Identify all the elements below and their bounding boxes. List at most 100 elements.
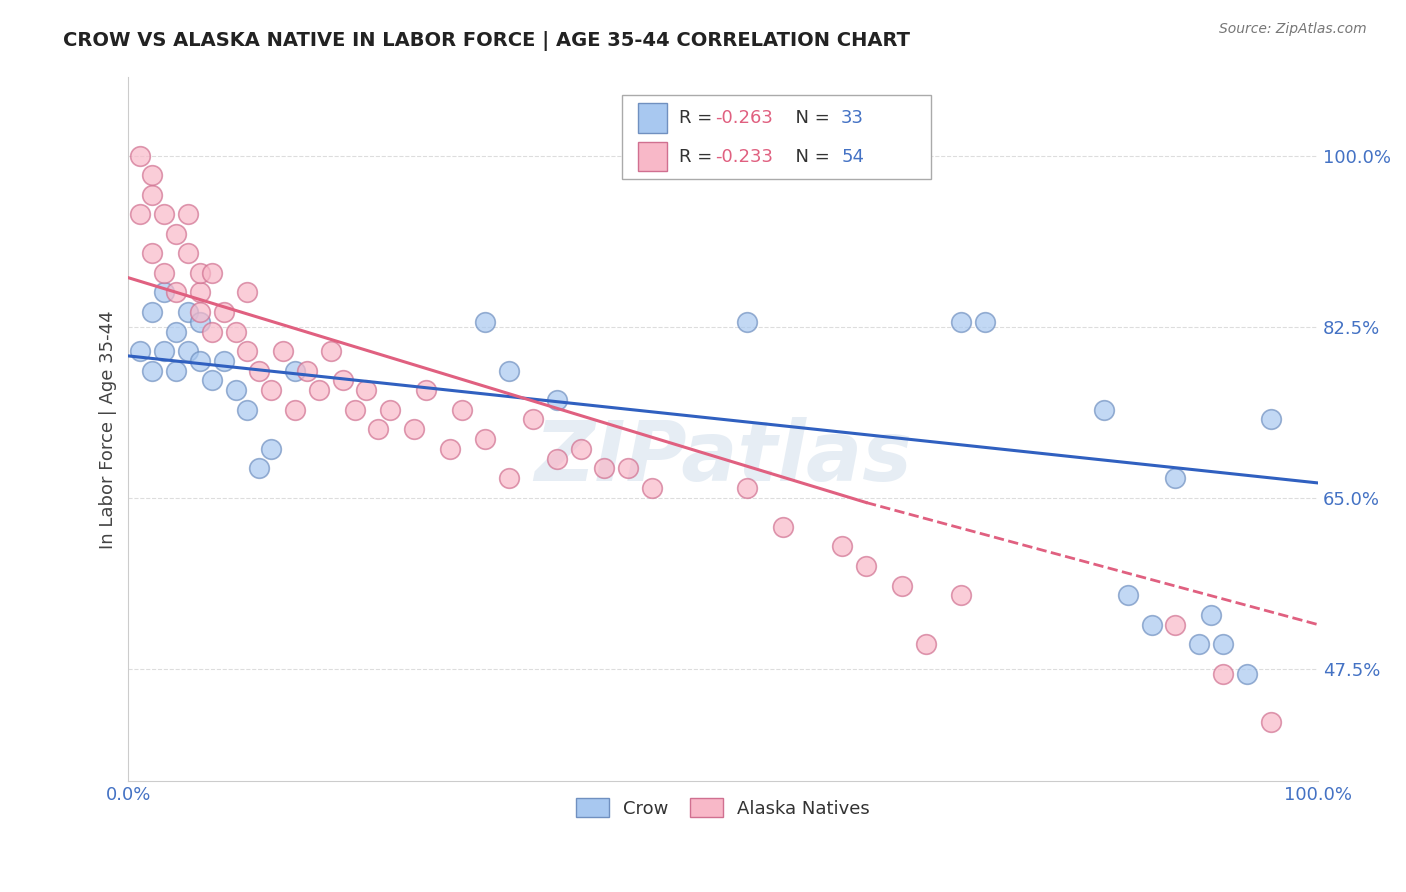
Point <box>1260 715 1282 730</box>
Point <box>201 266 224 280</box>
Point <box>1140 617 1163 632</box>
Point <box>141 305 163 319</box>
Point <box>950 315 973 329</box>
Point <box>236 285 259 300</box>
Point <box>1212 666 1234 681</box>
Point <box>474 432 496 446</box>
Text: CROW VS ALASKA NATIVE IN LABOR FORCE | AGE 35-44 CORRELATION CHART: CROW VS ALASKA NATIVE IN LABOR FORCE | A… <box>63 31 910 51</box>
Point <box>188 305 211 319</box>
Point <box>165 227 187 241</box>
Point <box>450 402 472 417</box>
Point <box>319 344 342 359</box>
Point <box>129 344 152 359</box>
Point <box>1199 607 1222 622</box>
Point <box>974 315 997 329</box>
Point <box>1116 588 1139 602</box>
Point <box>415 383 437 397</box>
Point <box>225 325 247 339</box>
Text: 54: 54 <box>841 148 865 166</box>
Point <box>546 451 568 466</box>
Point <box>129 207 152 221</box>
Point <box>141 246 163 260</box>
Point <box>332 373 354 387</box>
Point <box>212 305 235 319</box>
Point <box>236 344 259 359</box>
Point <box>546 392 568 407</box>
Text: -0.263: -0.263 <box>716 109 773 127</box>
Point <box>188 315 211 329</box>
Point <box>247 363 270 377</box>
Point <box>141 363 163 377</box>
Point <box>165 285 187 300</box>
Point <box>177 207 200 221</box>
Point <box>343 402 366 417</box>
Point <box>380 402 402 417</box>
Point <box>153 344 176 359</box>
Point <box>201 373 224 387</box>
Point <box>153 285 176 300</box>
Point <box>260 442 283 456</box>
Point <box>212 354 235 368</box>
Point <box>188 266 211 280</box>
Point <box>1164 617 1187 632</box>
Point <box>141 168 163 182</box>
Point <box>129 148 152 162</box>
FancyBboxPatch shape <box>623 95 932 179</box>
Point <box>153 207 176 221</box>
Point <box>247 461 270 475</box>
Point <box>772 520 794 534</box>
Point <box>225 383 247 397</box>
Point <box>284 402 307 417</box>
Point <box>188 354 211 368</box>
Point <box>617 461 640 475</box>
Point <box>1212 637 1234 651</box>
Point <box>831 540 853 554</box>
Point <box>735 481 758 495</box>
Point <box>522 412 544 426</box>
Point <box>153 266 176 280</box>
Text: Source: ZipAtlas.com: Source: ZipAtlas.com <box>1219 22 1367 37</box>
Point <box>236 402 259 417</box>
Point <box>308 383 330 397</box>
Text: R =: R = <box>679 148 718 166</box>
Point <box>402 422 425 436</box>
Text: -0.233: -0.233 <box>716 148 773 166</box>
Point <box>735 315 758 329</box>
Point <box>165 363 187 377</box>
Text: 33: 33 <box>841 109 865 127</box>
FancyBboxPatch shape <box>638 103 668 133</box>
FancyBboxPatch shape <box>638 142 668 171</box>
Legend: Crow, Alaska Natives: Crow, Alaska Natives <box>569 791 877 825</box>
Point <box>593 461 616 475</box>
Point <box>950 588 973 602</box>
Point <box>260 383 283 397</box>
Point <box>165 325 187 339</box>
Point <box>1164 471 1187 485</box>
Point <box>284 363 307 377</box>
Point <box>141 187 163 202</box>
Point <box>356 383 378 397</box>
Text: N =: N = <box>785 148 835 166</box>
Point <box>177 344 200 359</box>
Point <box>855 559 877 574</box>
Point <box>641 481 664 495</box>
Point <box>367 422 389 436</box>
Point <box>295 363 318 377</box>
Point <box>271 344 294 359</box>
Point <box>201 325 224 339</box>
Y-axis label: In Labor Force | Age 35-44: In Labor Force | Age 35-44 <box>100 310 117 549</box>
Point <box>1236 666 1258 681</box>
Point <box>188 285 211 300</box>
Point <box>474 315 496 329</box>
Point <box>177 246 200 260</box>
Text: R =: R = <box>679 109 718 127</box>
Point <box>914 637 936 651</box>
Text: N =: N = <box>785 109 835 127</box>
Point <box>1260 412 1282 426</box>
Point <box>1092 402 1115 417</box>
Point <box>177 305 200 319</box>
Point <box>1188 637 1211 651</box>
Point <box>890 578 912 592</box>
Point <box>498 363 520 377</box>
Point <box>569 442 592 456</box>
